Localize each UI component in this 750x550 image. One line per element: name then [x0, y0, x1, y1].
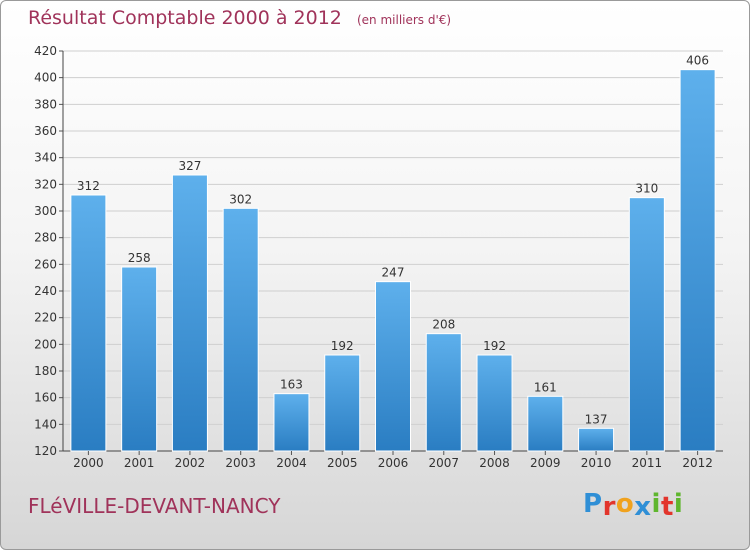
bar-value-label: 161	[534, 380, 557, 394]
bar	[628, 197, 665, 452]
y-tick-label: 140	[34, 417, 57, 431]
logo-letter: P	[583, 489, 603, 519]
x-tick-label: 2008	[479, 456, 510, 470]
bar	[375, 281, 411, 452]
bar-value-label: 406	[686, 54, 709, 68]
bar	[324, 354, 361, 452]
bar	[70, 194, 107, 452]
bar-value-label: 163	[280, 378, 303, 392]
proxiti-logo: Proxiti	[583, 489, 684, 522]
y-tick-label: 340	[34, 151, 57, 165]
bar	[425, 333, 462, 452]
bar-value-label: 192	[331, 339, 354, 353]
y-tick-label: 320	[34, 177, 57, 191]
x-tick-label: 2004	[276, 456, 307, 470]
location-label: FLéVILLE-DEVANT-NANCY	[28, 494, 281, 518]
y-tick-label: 160	[34, 391, 57, 405]
bar-value-label: 192	[483, 339, 506, 353]
bar-value-label: 302	[229, 192, 252, 206]
bar-value-label: 137	[585, 412, 608, 426]
chart-title: Résultat Comptable 2000 à 2012	[28, 7, 342, 29]
bar-value-label: 258	[128, 251, 151, 265]
y-tick-label: 220	[34, 311, 57, 325]
y-tick-label: 420	[34, 44, 57, 58]
y-tick-label: 200	[34, 337, 57, 351]
bar	[273, 393, 310, 452]
logo-letter: t	[660, 492, 674, 522]
x-tick-label: 2006	[378, 456, 409, 470]
bar-value-label: 310	[635, 182, 658, 196]
y-tick-label: 360	[34, 124, 57, 138]
x-tick-label: 2003	[225, 456, 256, 470]
bar	[578, 427, 615, 452]
x-tick-label: 2001	[124, 456, 155, 470]
bar	[222, 207, 259, 452]
bar	[121, 266, 158, 452]
bar-value-label: 312	[77, 179, 100, 193]
bar	[527, 395, 564, 452]
logo-letter: r	[602, 492, 616, 522]
y-tick-label: 380	[34, 97, 57, 111]
x-tick-label: 2009	[530, 456, 561, 470]
logo-letter: i	[673, 489, 684, 519]
logo-letter: o	[615, 489, 635, 519]
y-tick-label: 300	[34, 204, 57, 218]
chart-title-row: Résultat Comptable 2000 à 2012 (en milli…	[28, 7, 451, 29]
bar-value-label: 327	[178, 159, 201, 173]
logo-letter: x	[634, 492, 652, 522]
x-tick-label: 2010	[581, 456, 612, 470]
y-tick-label: 240	[34, 284, 57, 298]
x-tick-label: 2005	[327, 456, 358, 470]
x-tick-label: 2000	[73, 456, 104, 470]
x-tick-label: 2011	[632, 456, 663, 470]
bar	[679, 69, 716, 452]
x-tick-label: 2012	[682, 456, 713, 470]
y-tick-label: 400	[34, 71, 57, 85]
bar	[476, 354, 513, 452]
x-tick-label: 2007	[428, 456, 459, 470]
bar	[171, 174, 208, 452]
y-tick-label: 260	[34, 257, 57, 271]
logo-letter: i	[651, 489, 661, 519]
y-tick-label: 280	[34, 231, 57, 245]
bar-value-label: 208	[432, 318, 455, 332]
x-tick-label: 2002	[175, 456, 206, 470]
y-tick-label: 120	[34, 444, 57, 458]
y-tick-label: 180	[34, 364, 57, 378]
bar-value-label: 247	[382, 266, 405, 280]
chart-subtitle: (en milliers d'€)	[356, 13, 452, 27]
